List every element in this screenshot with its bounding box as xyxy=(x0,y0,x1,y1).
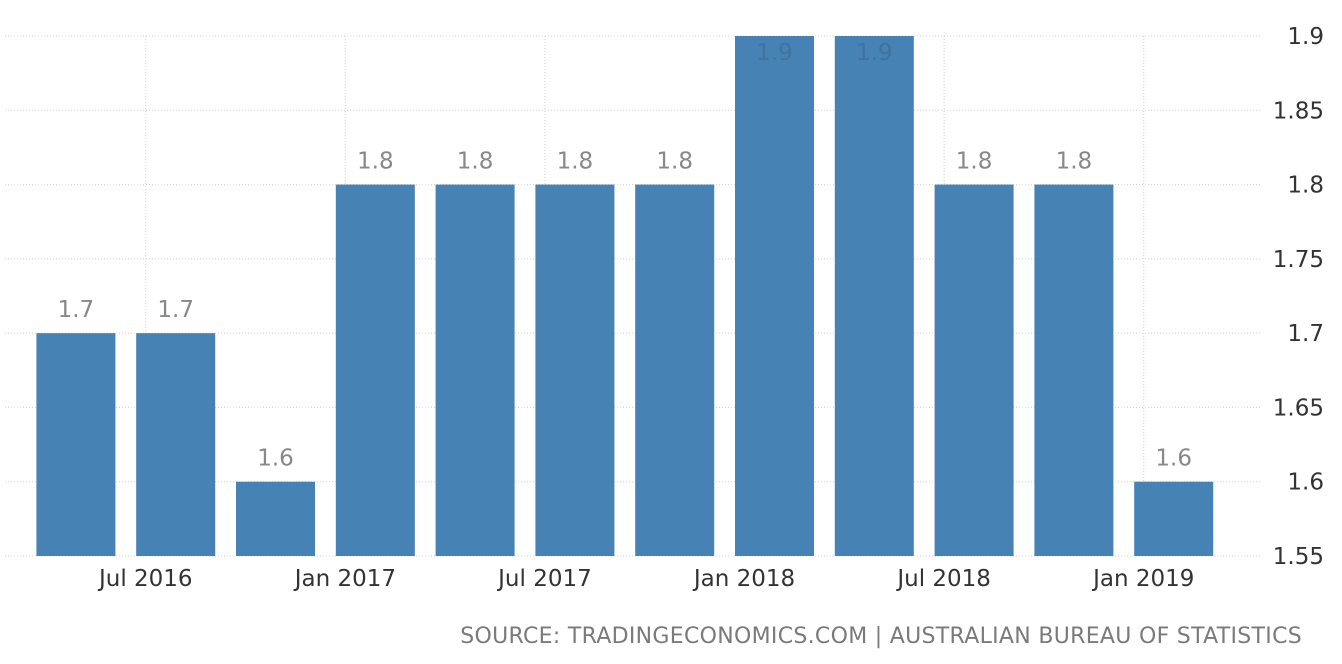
data-label: 1.9 xyxy=(756,40,793,66)
bar xyxy=(735,36,814,556)
y-tick-label: 1.65 xyxy=(1273,395,1324,421)
bar xyxy=(335,184,415,557)
bar xyxy=(435,184,515,557)
y-tick-label: 1.75 xyxy=(1273,247,1324,273)
data-label: 1.6 xyxy=(1155,446,1192,472)
y-axis-ticks: 1.55 1.6 1.65 1.7 1.75 1.8 1.85 1.9 xyxy=(1273,24,1324,570)
source-note: SOURCE: TRADINGECONOMICS.COM | AUSTRALIA… xyxy=(460,624,1302,649)
bar xyxy=(136,333,216,556)
bar xyxy=(1034,184,1114,557)
y-tick-label: 1.6 xyxy=(1287,470,1324,496)
bars xyxy=(36,36,1214,557)
x-tick-label: Jan 2018 xyxy=(692,566,795,592)
x-tick-label: Jul 2016 xyxy=(97,566,193,592)
data-label: 1.9 xyxy=(856,40,893,66)
x-tick-label: Jan 2019 xyxy=(1091,566,1194,592)
data-labels: 1.7 1.7 1.6 1.8 1.8 1.8 1.8 1.9 1.9 1.8 1.8 1.6 xyxy=(58,40,1192,472)
bar xyxy=(236,481,315,556)
data-label: 1.8 xyxy=(357,149,394,175)
x-tick-label: Jan 2017 xyxy=(293,566,396,592)
data-label: 1.7 xyxy=(157,297,194,323)
bar xyxy=(635,184,715,557)
y-tick-label: 1.7 xyxy=(1287,321,1324,347)
bar xyxy=(934,184,1014,557)
data-label: 1.8 xyxy=(457,149,494,175)
x-tick-label: Jul 2018 xyxy=(895,566,991,592)
bar xyxy=(834,36,914,556)
y-tick-label: 1.85 xyxy=(1273,98,1324,124)
data-label: 1.8 xyxy=(557,149,594,175)
y-tick-label: 1.8 xyxy=(1287,173,1324,199)
bar-chart: 1.7 1.7 1.6 1.8 1.8 1.8 1.8 1.9 1.9 1.8 1.8 1.6 1.5… xyxy=(5,24,1324,592)
data-label: 1.8 xyxy=(956,149,993,175)
y-tick-label: 1.9 xyxy=(1287,24,1324,50)
x-axis-ticks: Jul 2016 Jan 2017 Jul 2017 Jan 2018 Jul 2018… xyxy=(97,566,1194,592)
bar xyxy=(535,184,615,557)
data-label: 1.8 xyxy=(1056,149,1093,175)
data-label: 1.8 xyxy=(656,149,693,175)
bar xyxy=(1134,481,1214,556)
data-label: 1.7 xyxy=(58,297,95,323)
y-tick-label: 1.55 xyxy=(1273,544,1324,570)
bar xyxy=(36,333,116,556)
data-label: 1.6 xyxy=(257,446,294,472)
x-tick-label: Jul 2017 xyxy=(496,566,592,592)
